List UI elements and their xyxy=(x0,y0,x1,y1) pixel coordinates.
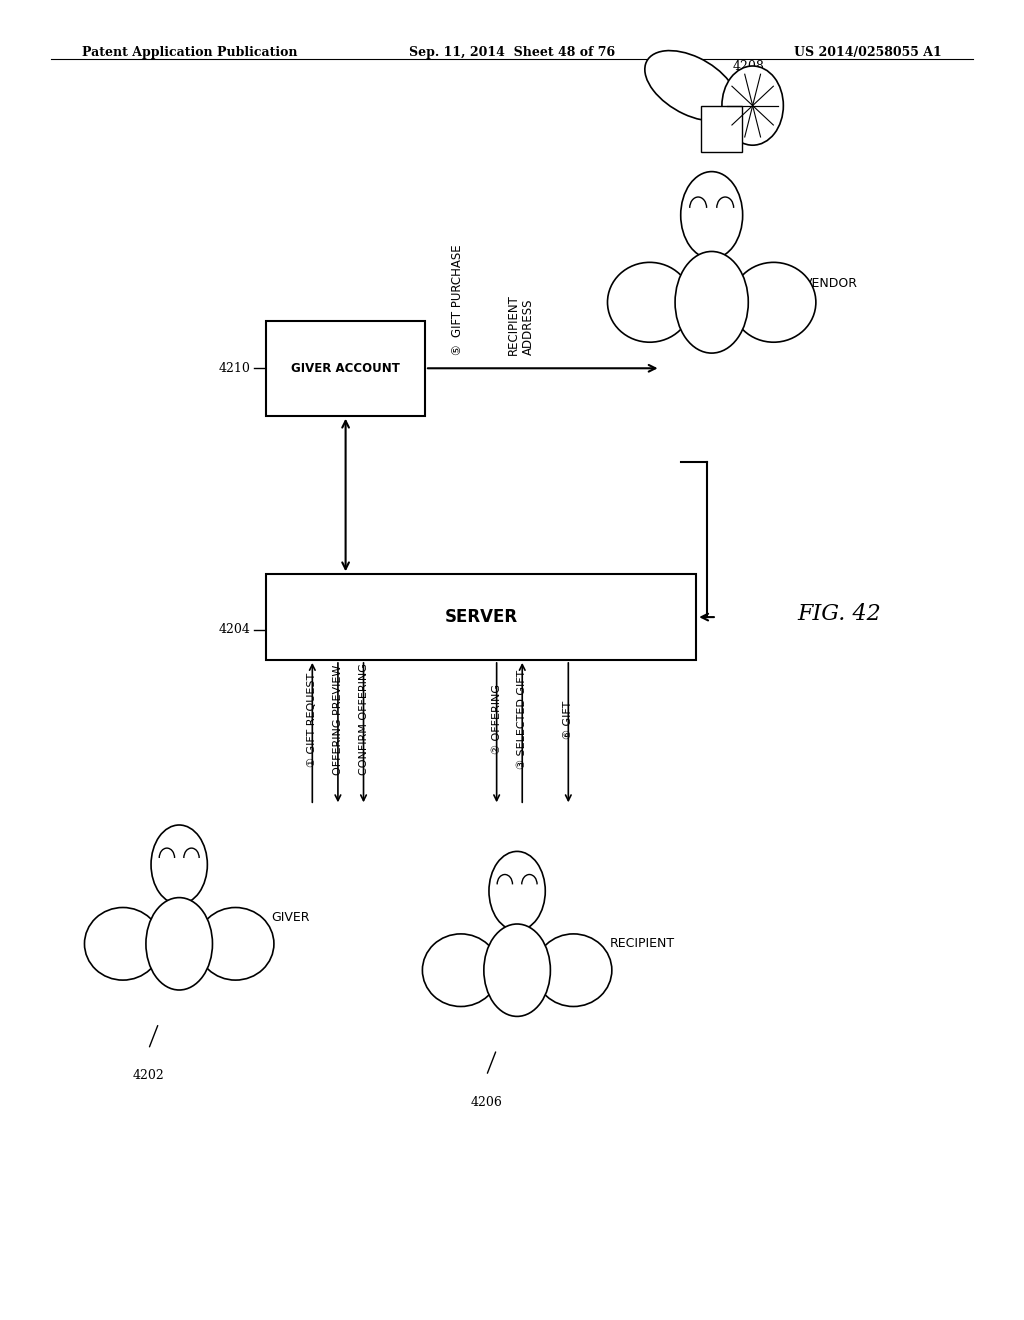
Text: ① GIFT REQUEST: ① GIFT REQUEST xyxy=(307,672,317,767)
Text: ② OFFERING: ② OFFERING xyxy=(492,684,502,755)
Text: Patent Application Publication: Patent Application Publication xyxy=(82,46,297,59)
Text: GIVER: GIVER xyxy=(271,911,310,924)
Text: 4202: 4202 xyxy=(132,1069,165,1082)
Ellipse shape xyxy=(484,924,551,1016)
Text: ③ SELECTED GIFT: ③ SELECTED GIFT xyxy=(517,669,527,770)
Ellipse shape xyxy=(722,66,783,145)
Text: Sep. 11, 2014  Sheet 48 of 76: Sep. 11, 2014 Sheet 48 of 76 xyxy=(409,46,615,59)
Text: SERVER: SERVER xyxy=(444,609,518,626)
Text: 4208: 4208 xyxy=(732,59,764,73)
Text: FIG. 42: FIG. 42 xyxy=(798,603,882,624)
Text: ⑤  GIFT PURCHASE: ⑤ GIFT PURCHASE xyxy=(451,244,464,355)
Text: GIVER ACCOUNT: GIVER ACCOUNT xyxy=(291,362,400,375)
Ellipse shape xyxy=(731,263,816,342)
Text: RECIPIENT
ADDRESS: RECIPIENT ADDRESS xyxy=(507,294,535,355)
Ellipse shape xyxy=(675,251,749,354)
Text: 4210: 4210 xyxy=(219,362,251,375)
Text: 4206: 4206 xyxy=(470,1096,503,1109)
Text: ⑥ GIFT: ⑥ GIFT xyxy=(563,701,573,738)
Ellipse shape xyxy=(536,935,612,1006)
Text: CONFIRM OFFERING: CONFIRM OFFERING xyxy=(358,664,369,775)
Bar xyxy=(266,574,696,660)
Ellipse shape xyxy=(197,908,273,979)
Text: 4204: 4204 xyxy=(219,623,251,636)
Ellipse shape xyxy=(645,50,737,121)
Bar xyxy=(701,106,742,152)
Text: US 2014/0258055 A1: US 2014/0258055 A1 xyxy=(795,46,942,59)
Ellipse shape xyxy=(489,851,545,931)
Ellipse shape xyxy=(145,898,213,990)
Bar xyxy=(266,321,425,416)
Ellipse shape xyxy=(681,172,742,259)
Ellipse shape xyxy=(84,908,162,979)
Text: VENDOR: VENDOR xyxy=(804,277,858,290)
Ellipse shape xyxy=(607,263,692,342)
Ellipse shape xyxy=(152,825,207,904)
Ellipse shape xyxy=(423,935,500,1006)
Text: OFFERING PREVIEW: OFFERING PREVIEW xyxy=(333,664,343,775)
Text: RECIPIENT: RECIPIENT xyxy=(609,937,675,950)
